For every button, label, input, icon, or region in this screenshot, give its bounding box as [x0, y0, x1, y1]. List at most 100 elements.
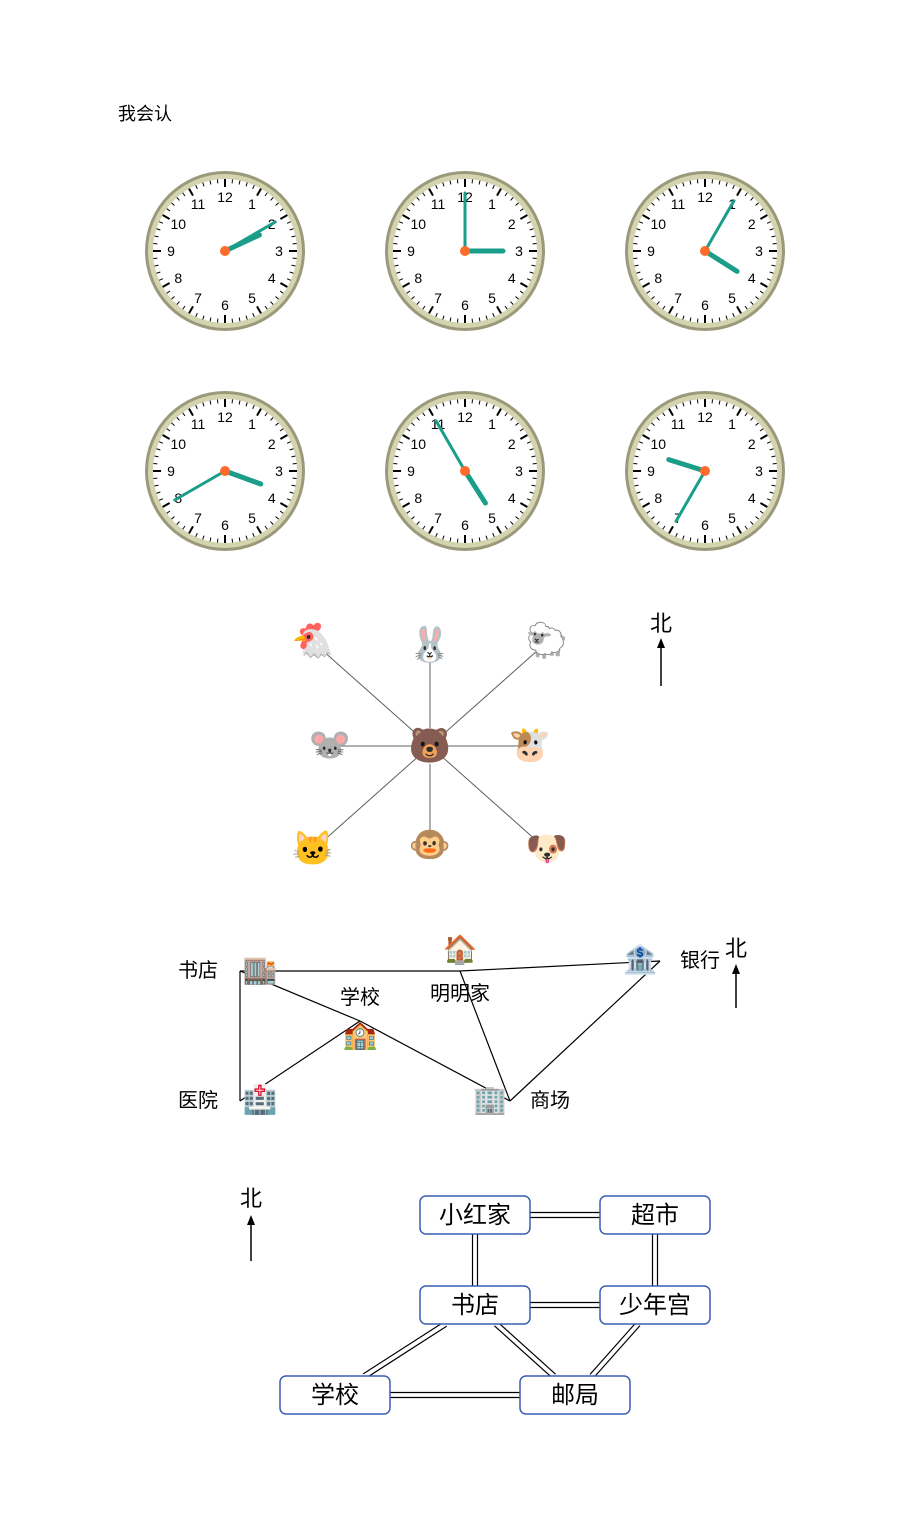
- svg-text:12: 12: [217, 189, 233, 205]
- svg-text:3: 3: [515, 463, 523, 479]
- building-bookstore-label: 书店: [178, 959, 218, 982]
- svg-text:1: 1: [488, 416, 496, 432]
- svg-text:3: 3: [755, 463, 763, 479]
- route-node-youth-label: 少年宫: [619, 1292, 691, 1319]
- svg-text:11: 11: [191, 416, 206, 432]
- route-node-book-label: 书店: [451, 1292, 499, 1319]
- svg-text:8: 8: [174, 270, 182, 286]
- svg-text:6: 6: [461, 297, 469, 313]
- svg-text:4: 4: [268, 490, 276, 506]
- svg-text:6: 6: [221, 517, 229, 533]
- animals-diagram-section: 🐻🐔🐰🐑🐭🐮🐱🐵🐶北: [0, 576, 920, 896]
- svg-text:3: 3: [275, 463, 283, 479]
- svg-text:10: 10: [650, 216, 666, 232]
- svg-text:11: 11: [671, 196, 686, 212]
- svg-text:7: 7: [434, 510, 442, 526]
- svg-text:6: 6: [701, 517, 709, 533]
- svg-text:9: 9: [647, 243, 655, 259]
- svg-text:12: 12: [697, 189, 713, 205]
- svg-text:8: 8: [654, 270, 662, 286]
- svg-text:11: 11: [671, 416, 686, 432]
- animal-chicken-icon: 🐔: [292, 622, 334, 660]
- svg-text:10: 10: [170, 436, 186, 452]
- compass-label: 北: [725, 936, 747, 961]
- page-title: 我会认: [118, 100, 920, 126]
- clock-1: 123456789101112: [140, 166, 310, 336]
- svg-text:9: 9: [167, 463, 175, 479]
- svg-text:4: 4: [268, 270, 276, 286]
- svg-text:10: 10: [650, 436, 666, 452]
- svg-text:2: 2: [508, 216, 516, 232]
- svg-text:5: 5: [488, 290, 496, 306]
- svg-text:12: 12: [697, 409, 713, 425]
- svg-text:9: 9: [647, 463, 655, 479]
- svg-text:9: 9: [407, 243, 415, 259]
- route-node-market-label: 超市: [631, 1202, 679, 1229]
- worksheet-page: 我会认 123456789101112 123456789101112 1234…: [0, 0, 920, 1516]
- svg-text:5: 5: [248, 510, 256, 526]
- animal-monkey-icon: 🐵: [409, 827, 451, 864]
- animal-rabbit-icon: 🐰: [409, 625, 451, 664]
- clocks-grid: 123456789101112 123456789101112 12345678…: [80, 166, 840, 546]
- svg-text:4: 4: [508, 490, 516, 506]
- svg-text:1: 1: [248, 416, 256, 432]
- svg-text:4: 4: [748, 270, 756, 286]
- route-node-post-label: 邮局: [551, 1382, 599, 1409]
- svg-text:1: 1: [728, 416, 736, 432]
- svg-text:3: 3: [515, 243, 523, 259]
- svg-text:11: 11: [191, 196, 206, 212]
- svg-text:2: 2: [748, 216, 756, 232]
- svg-text:4: 4: [748, 490, 756, 506]
- building-home-label: 明明家: [430, 982, 490, 1005]
- route-node-hong-label: 小红家: [439, 1202, 511, 1229]
- building-school-label: 学校: [340, 986, 380, 1009]
- animal-mouse-icon: 🐭: [309, 727, 351, 764]
- clock-wrap-5: 123456789101112: [380, 386, 540, 546]
- route-node-school2-label: 学校: [311, 1382, 359, 1409]
- clock-wrap-6: 123456789101112: [620, 386, 780, 546]
- svg-text:8: 8: [414, 490, 422, 506]
- svg-text:5: 5: [728, 290, 736, 306]
- svg-text:10: 10: [170, 216, 186, 232]
- svg-text:5: 5: [248, 290, 256, 306]
- clock-wrap-3: 123456789101112: [620, 166, 780, 326]
- clock-wrap-1: 123456789101112: [140, 166, 300, 326]
- svg-text:4: 4: [508, 270, 516, 286]
- town-map: 🏬书店🏠明明家🏦银行🏫学校🏥医院🏢商场北: [140, 926, 780, 1136]
- svg-text:11: 11: [431, 196, 446, 212]
- svg-text:1: 1: [488, 196, 496, 212]
- svg-text:6: 6: [461, 517, 469, 533]
- svg-text:1: 1: [248, 196, 256, 212]
- svg-text:9: 9: [167, 243, 175, 259]
- building-mall-label: 商场: [530, 1089, 570, 1112]
- svg-text:2: 2: [268, 436, 276, 452]
- building-hospital-label: 医院: [178, 1089, 218, 1112]
- clock-6: 123456789101112: [620, 386, 790, 556]
- svg-text:2: 2: [748, 436, 756, 452]
- clock-5: 123456789101112: [380, 386, 550, 556]
- svg-text:7: 7: [434, 290, 442, 306]
- svg-text:7: 7: [194, 510, 202, 526]
- compass-label: 北: [650, 611, 672, 636]
- building-mall-icon: 🏢: [473, 1085, 508, 1116]
- route-map-section: 小红家 超市书店 少年宫学校 邮局 北: [0, 1166, 920, 1426]
- building-bank-label: 银行: [680, 949, 720, 972]
- compass-label: 北: [240, 1186, 262, 1211]
- animals-diagram: 🐻🐔🐰🐑🐭🐮🐱🐵🐶北: [180, 576, 740, 896]
- building-bank-icon: 🏦: [623, 943, 658, 976]
- animal-sheep-icon: 🐑: [526, 620, 568, 660]
- route-map: 小红家 超市书店 少年宫学校 邮局 北: [160, 1166, 760, 1426]
- svg-text:10: 10: [410, 216, 426, 232]
- clock-3: 123456789101112: [620, 166, 790, 336]
- svg-text:3: 3: [755, 243, 763, 259]
- svg-text:9: 9: [407, 463, 415, 479]
- svg-text:10: 10: [410, 436, 426, 452]
- svg-text:6: 6: [221, 297, 229, 313]
- animal-dog-icon: 🐶: [526, 831, 568, 868]
- building-hospital-icon: 🏥: [243, 1083, 278, 1116]
- building-school-icon: 🏫: [343, 1020, 378, 1051]
- animal-cow-icon: 🐮: [509, 727, 551, 764]
- animal-bear-icon: 🐻: [409, 725, 451, 765]
- clock-wrap-2: 123456789101112: [380, 166, 540, 326]
- town-map-section: 🏬书店🏠明明家🏦银行🏫学校🏥医院🏢商场北: [0, 926, 920, 1136]
